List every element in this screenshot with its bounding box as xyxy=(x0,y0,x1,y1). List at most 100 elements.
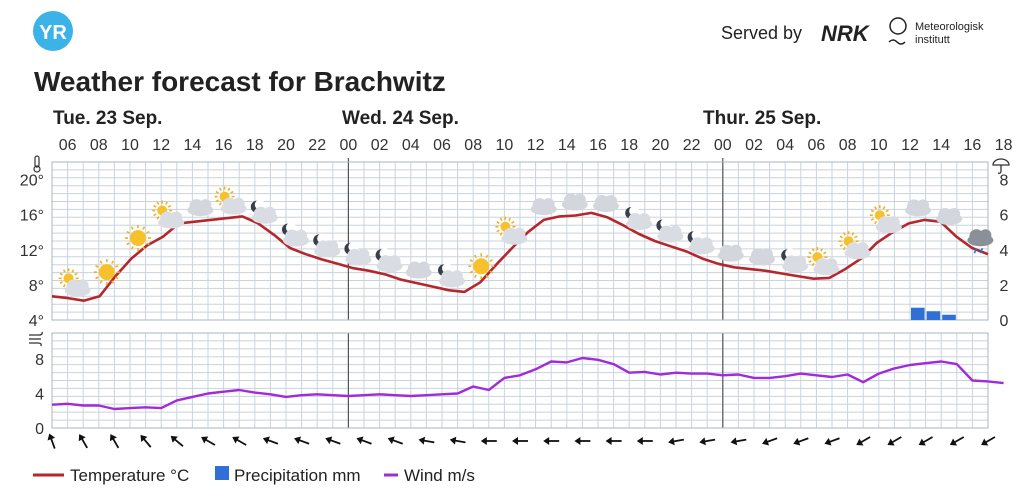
x-tick-label: 06 xyxy=(59,137,77,154)
sun-ray xyxy=(485,254,489,259)
wind-icon xyxy=(29,331,43,347)
sun-ray xyxy=(156,201,160,205)
temperature-tick-label: 4° xyxy=(29,313,44,330)
wind-arrow-icon xyxy=(325,436,341,445)
sun-ray xyxy=(153,204,157,208)
partly-cloudy-day-icon xyxy=(495,216,528,245)
sunny-icon xyxy=(125,225,151,252)
wind-arrow-icon xyxy=(512,437,528,445)
cloud-part xyxy=(378,255,393,270)
x-tick-label: 20 xyxy=(652,137,670,154)
cloudy-icon xyxy=(905,199,931,217)
sun-ray xyxy=(218,187,222,191)
thermometer-icon xyxy=(33,155,41,173)
cloud-part xyxy=(948,207,961,220)
x-tick-label: 08 xyxy=(839,137,857,154)
temperature-tick-label: 8° xyxy=(29,278,44,295)
wind-arrow-icon xyxy=(981,436,996,446)
wind-arrow-head xyxy=(294,436,302,445)
sun-ray xyxy=(469,270,473,274)
sun-ray xyxy=(811,262,815,267)
cloudy-icon xyxy=(749,248,775,266)
cloud-part xyxy=(887,216,900,229)
wind-arrow-head xyxy=(636,437,643,446)
cloud-part xyxy=(513,227,526,240)
sun-ray xyxy=(62,284,66,288)
cloud-part xyxy=(170,211,183,224)
cloud-part xyxy=(388,255,401,268)
x-tick-label: 10 xyxy=(121,137,139,154)
sun-ray xyxy=(808,251,812,255)
partly-cloudy-night-icon xyxy=(781,248,809,273)
cloud-part xyxy=(573,193,586,206)
wind-arrow-head xyxy=(418,436,426,445)
sun-ray xyxy=(218,202,222,206)
sun-ray xyxy=(126,230,130,234)
x-tick-label: 12 xyxy=(527,137,545,154)
sun-ray xyxy=(499,217,503,222)
cloud-part xyxy=(532,198,547,213)
wind-arrow-head xyxy=(543,436,550,445)
sun-ray xyxy=(808,259,812,263)
cloud-part xyxy=(326,240,339,253)
cloud-part xyxy=(659,225,674,240)
precipitation-tick-label: 0 xyxy=(1000,313,1009,330)
sun-ray xyxy=(215,190,219,194)
x-tick-label: 08 xyxy=(90,137,108,154)
wind-arrow-icon xyxy=(605,437,622,446)
page-title: Weather forecast for Brachwitz xyxy=(34,66,446,97)
sun-ray xyxy=(153,213,157,217)
sun-ray xyxy=(146,230,150,234)
cloudy-icon xyxy=(561,193,588,211)
wind-arrow-head xyxy=(387,436,395,445)
partly-cloudy-night-icon xyxy=(687,230,715,255)
axis-labels: 06 08 10 12 14 16 18 20 22 00 02 04 06 08 10 12 14 16 18 20… xyxy=(20,137,1013,438)
wind-arrow-head xyxy=(201,436,209,444)
wind-arrow-head xyxy=(605,437,612,446)
wind-arrow-head xyxy=(574,436,581,445)
wind-arrow-icon xyxy=(78,434,88,449)
wind-arrow-icon xyxy=(449,436,466,445)
met-logo-line2: institutt xyxy=(915,34,950,46)
cloud-part xyxy=(628,212,643,227)
wind-arrow-icon xyxy=(232,436,247,446)
cloud-part xyxy=(199,199,212,212)
cloud-part xyxy=(938,207,953,222)
yr-logo[interactable]: YR xyxy=(33,11,73,51)
legend: Temperature °C Precipitation mm Wind m/s xyxy=(33,466,475,485)
cloudy-icon xyxy=(405,261,432,279)
precipitation-bar xyxy=(911,307,925,320)
sun-ray xyxy=(874,206,877,210)
wind-arrow-head xyxy=(856,438,864,446)
wind-arrow-head xyxy=(793,437,801,446)
x-tick-label: 16 xyxy=(964,137,982,154)
x-tick-label: 18 xyxy=(246,137,264,154)
wind-arrow-icon xyxy=(294,436,310,445)
wind-arrow-icon xyxy=(418,436,435,445)
wind-arrow-head xyxy=(981,438,989,446)
partly-cloudy-night-icon xyxy=(250,199,278,224)
sun-ray xyxy=(99,260,103,264)
precipitation-bar xyxy=(942,314,956,320)
sun-ray xyxy=(489,270,493,274)
wind-arrow-icon xyxy=(387,436,404,445)
wind-direction-arrows xyxy=(47,433,996,449)
wind-tick-label: 4 xyxy=(35,386,44,403)
cloud-part xyxy=(917,199,929,212)
cloud-part xyxy=(347,248,362,263)
wind-arrow-head xyxy=(325,436,333,445)
sun-ray xyxy=(820,248,824,252)
sun-ray xyxy=(474,274,477,278)
temperature-tick-label: 12° xyxy=(20,243,44,260)
sun-ray xyxy=(62,269,66,273)
wind-arrow-head xyxy=(918,438,926,446)
day-label-tue: Tue. 23 Sep. xyxy=(53,108,162,129)
sun-ray xyxy=(811,248,815,252)
sun-ray xyxy=(215,199,219,203)
rain-cloud-icon xyxy=(967,229,994,254)
x-tick-label: 14 xyxy=(558,137,576,154)
cloud-part xyxy=(794,255,807,268)
rain-drop xyxy=(979,247,984,254)
sun-ray xyxy=(167,204,172,208)
cloud-part xyxy=(700,237,713,250)
